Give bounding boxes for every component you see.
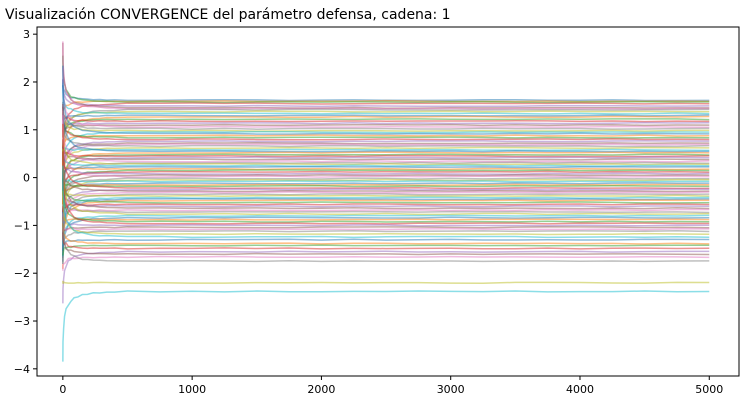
series-line [62,85,710,153]
x-tick-label: 4000 [566,383,594,396]
series-line [62,148,710,216]
series-line [62,42,710,109]
series-line [62,55,710,104]
series-line [62,290,710,362]
series-line [62,178,710,248]
y-axis: −4 −3 −2 −1 0 1 2 3 [14,28,37,376]
series-line [62,106,710,123]
x-tick-label: 1000 [178,383,206,396]
series-line [62,255,710,271]
series-line [62,212,710,263]
series-line [62,139,710,161]
series-line [62,231,710,256]
y-tick-label: −1 [14,219,30,232]
series-line [62,67,710,129]
series-line [62,146,710,158]
series-line [62,108,710,183]
series-line [62,146,710,196]
series-line [62,41,710,110]
series-line [62,142,710,185]
series-line [62,103,710,141]
plot-frame [36,26,740,377]
series-line [62,148,710,210]
series-lines [62,41,710,362]
series-line [62,79,710,102]
series-line [62,115,710,186]
series-line [62,101,710,131]
y-tick-label: −3 [14,315,30,328]
series-line [62,111,710,132]
series-line [62,177,710,183]
series-line [62,99,710,120]
y-tick-label: 2 [23,76,30,89]
series-line [62,153,710,205]
series-line [62,203,710,213]
series-line [62,110,710,139]
series-line [62,227,710,234]
series-line [62,151,710,167]
series-line [62,146,710,152]
x-tick-label: 2000 [307,383,335,396]
series-line [62,130,710,193]
series-line [62,223,710,245]
series-line [62,183,710,205]
series-line [62,65,710,135]
series-line [62,214,710,257]
series-line [62,123,710,190]
series-line [62,178,710,223]
series-line [62,151,710,225]
series-line [62,134,710,152]
series-line [62,166,710,171]
series-line [62,82,710,115]
series-line [62,216,710,223]
series-line [62,185,710,214]
series-line [62,229,710,253]
series-line [62,153,710,176]
series-line [62,123,710,166]
series-line [62,233,710,250]
y-tick-label: 3 [23,28,30,41]
series-line [62,189,710,197]
chart-title: Visualización CONVERGENCE del parámetro … [5,7,451,23]
x-tick-label: 0 [59,383,66,396]
series-line [62,280,710,284]
x-tick-label: 3000 [437,383,465,396]
x-axis: 0 1000 2000 3000 4000 5000 [59,376,723,396]
series-line [62,177,710,230]
series-line [62,244,710,256]
y-tick-label: −2 [14,267,30,280]
series-line [62,78,710,108]
x-tick-label: 5000 [695,383,723,396]
y-tick-label: 1 [23,124,30,137]
series-line [62,250,710,304]
series-line [62,115,710,178]
y-tick-label: 0 [23,172,30,185]
series-line [62,161,710,234]
series-line [62,149,710,193]
y-tick-label: −4 [14,363,30,376]
series-line [62,165,710,239]
series-line [62,110,710,163]
series-line [62,102,710,167]
series-line [62,168,710,204]
series-line [62,197,710,262]
series-line [62,180,710,208]
